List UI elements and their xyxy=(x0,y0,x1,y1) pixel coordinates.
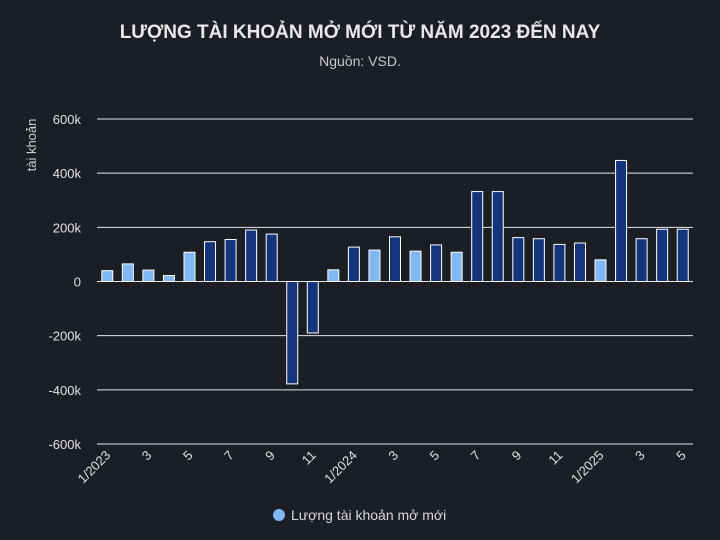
bar[interactable] xyxy=(471,191,484,282)
y-tick-label: -200k xyxy=(48,329,81,344)
bar[interactable] xyxy=(327,269,340,282)
bar[interactable] xyxy=(656,228,669,283)
chart-title: LƯỢNG TÀI KHOẢN MỞ MỚI TỪ NĂM 2023 ĐẾN N… xyxy=(120,21,601,43)
bar[interactable] xyxy=(409,250,422,283)
bar[interactable] xyxy=(306,281,319,334)
bar[interactable] xyxy=(286,281,299,385)
bar[interactable] xyxy=(121,263,134,283)
y-tick-label: -400k xyxy=(48,383,81,398)
x-tick-label: 7 xyxy=(468,448,484,464)
x-tick-label: 1/2023 xyxy=(75,448,114,487)
x-tick-label: 5 xyxy=(427,448,443,464)
x-tick-label: 9 xyxy=(509,448,525,464)
y-tick-label: 400k xyxy=(53,166,82,181)
x-tick-label: 9 xyxy=(262,448,278,464)
bar[interactable] xyxy=(512,237,525,282)
bar[interactable] xyxy=(491,191,504,282)
bar[interactable] xyxy=(224,239,237,282)
x-axis-ticks: 1/2023 3 5 7 9 11 1/2024 3 5 7 9 11 1/2025 3 5 xyxy=(75,448,689,487)
bar[interactable] xyxy=(615,159,628,282)
x-tick-label: 1/2024 xyxy=(321,448,360,487)
chart-subtitle: Nguồn: VSD. xyxy=(319,53,401,69)
bar[interactable] xyxy=(162,275,175,282)
bar[interactable] xyxy=(553,243,566,282)
bar[interactable] xyxy=(573,242,586,283)
x-tick-label: 3 xyxy=(139,448,155,464)
y-tick-label: 0 xyxy=(74,275,81,290)
bar[interactable] xyxy=(532,238,545,282)
y-axis-ticks: 600k 400k 200k 0 -200k -400k -600k xyxy=(48,112,81,452)
bar[interactable] xyxy=(368,249,381,282)
legend[interactable]: Lượng tài khoản mở mới xyxy=(273,507,446,523)
y-tick-label: 600k xyxy=(53,112,82,127)
bar[interactable] xyxy=(142,269,155,282)
x-tick-label: 11 xyxy=(545,448,565,468)
bar[interactable] xyxy=(265,233,278,283)
bar[interactable] xyxy=(450,251,463,282)
bar[interactable] xyxy=(245,229,258,283)
bar[interactable] xyxy=(347,246,360,283)
y-tick-label: -600k xyxy=(48,437,81,452)
bar[interactable] xyxy=(204,241,217,282)
x-tick-label: 1/2025 xyxy=(568,448,607,487)
bar[interactable] xyxy=(676,228,689,283)
x-tick-label: 5 xyxy=(180,448,196,464)
bar[interactable] xyxy=(594,259,607,283)
bar[interactable] xyxy=(183,251,196,282)
x-tick-label: 11 xyxy=(299,448,319,468)
legend-marker xyxy=(273,509,285,521)
x-tick-label: 3 xyxy=(385,448,401,464)
gridlines xyxy=(97,118,693,445)
x-tick-label: 5 xyxy=(673,448,689,464)
bar[interactable] xyxy=(389,236,401,282)
y-tick-label: 200k xyxy=(53,220,82,235)
legend-label: Lượng tài khoản mở mới xyxy=(291,507,446,523)
y-axis-label: tài khoản xyxy=(24,119,39,172)
x-tick-label: 3 xyxy=(632,448,648,464)
bar[interactable] xyxy=(430,244,443,282)
bar[interactable] xyxy=(635,238,648,282)
x-tick-label: 7 xyxy=(221,448,237,464)
bar[interactable] xyxy=(101,270,114,282)
bars xyxy=(101,159,689,385)
